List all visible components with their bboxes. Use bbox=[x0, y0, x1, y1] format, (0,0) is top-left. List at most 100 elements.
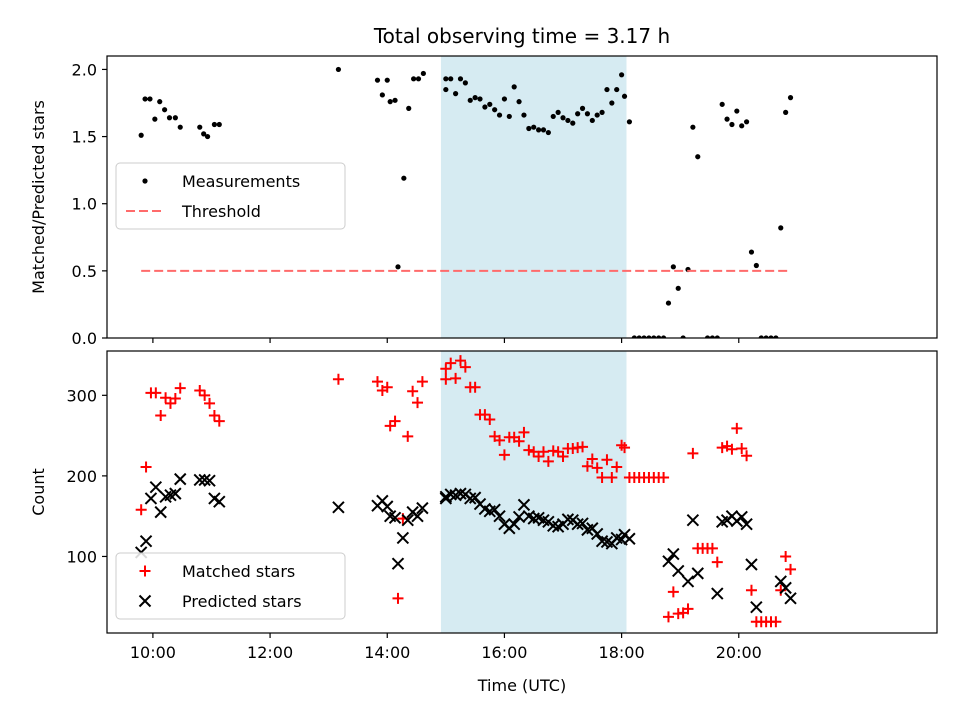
data-point bbox=[381, 500, 394, 513]
data-point bbox=[729, 121, 735, 128]
data-point bbox=[492, 107, 498, 113]
data-point bbox=[774, 575, 787, 588]
y-axis-label: Matched/Predicted stars bbox=[29, 100, 48, 294]
data-point bbox=[724, 116, 730, 122]
y-tick-label: 300 bbox=[66, 386, 97, 405]
data-point bbox=[388, 511, 402, 524]
data-point bbox=[716, 442, 728, 454]
data-point bbox=[621, 93, 628, 99]
data-point bbox=[472, 95, 478, 101]
data-point bbox=[203, 474, 216, 487]
data-point bbox=[411, 76, 417, 82]
data-point bbox=[606, 471, 618, 483]
data-point bbox=[406, 105, 412, 111]
data-point bbox=[619, 442, 631, 454]
data-point bbox=[392, 97, 398, 103]
data-point bbox=[565, 117, 571, 124]
data-point bbox=[681, 575, 695, 588]
data-point bbox=[204, 397, 216, 409]
data-point bbox=[726, 443, 738, 455]
data-point bbox=[686, 513, 700, 527]
data-point bbox=[389, 415, 401, 427]
data-point bbox=[586, 453, 598, 465]
data-point bbox=[487, 101, 493, 107]
data-point bbox=[523, 444, 535, 456]
data-point bbox=[157, 99, 163, 105]
data-point bbox=[384, 420, 396, 432]
data-point bbox=[144, 492, 158, 505]
data-point bbox=[216, 121, 222, 128]
data-point bbox=[139, 534, 153, 548]
y-tick-label: 1.5 bbox=[72, 128, 97, 147]
data-point bbox=[411, 509, 424, 523]
data-point bbox=[199, 389, 211, 401]
data-point bbox=[401, 175, 407, 181]
data-point bbox=[412, 397, 424, 409]
data-point bbox=[198, 473, 211, 487]
data-point bbox=[711, 587, 724, 600]
x-tick-label: 12:00 bbox=[247, 643, 293, 662]
data-point bbox=[513, 435, 525, 447]
data-point bbox=[440, 363, 452, 375]
data-point bbox=[589, 117, 595, 124]
data-point bbox=[687, 447, 699, 459]
data-point bbox=[395, 264, 401, 270]
data-point bbox=[488, 503, 501, 516]
data-point bbox=[164, 397, 176, 409]
data-point bbox=[494, 434, 506, 446]
data-point bbox=[469, 381, 481, 393]
y-tick-label: 0.5 bbox=[72, 262, 97, 281]
data-point bbox=[651, 335, 657, 338]
data-point bbox=[493, 509, 506, 523]
data-point bbox=[477, 96, 483, 102]
data-point bbox=[646, 335, 652, 338]
data-point bbox=[682, 603, 694, 615]
data-point bbox=[415, 76, 422, 82]
data-point bbox=[547, 519, 560, 533]
data-point bbox=[443, 76, 449, 82]
data-point bbox=[152, 116, 158, 122]
data-point bbox=[763, 335, 769, 338]
series-predicted-stars bbox=[134, 472, 797, 614]
data-point bbox=[140, 461, 152, 473]
data-point bbox=[416, 501, 429, 515]
data-point bbox=[571, 518, 584, 531]
data-point bbox=[745, 584, 757, 596]
x-tick-label: 16:00 bbox=[481, 643, 527, 662]
data-point bbox=[604, 86, 610, 93]
data-point bbox=[392, 592, 404, 604]
data-point bbox=[658, 471, 670, 483]
data-point bbox=[511, 84, 517, 90]
data-point bbox=[784, 592, 797, 605]
data-point bbox=[667, 547, 680, 561]
data-point bbox=[507, 518, 521, 531]
data-point bbox=[391, 557, 405, 570]
data-point bbox=[596, 471, 608, 483]
legend-box bbox=[115, 162, 346, 230]
data-point bbox=[527, 512, 540, 525]
data-point bbox=[149, 480, 163, 494]
data-point bbox=[169, 487, 182, 500]
y-axis-label: Count bbox=[29, 468, 48, 516]
data-point bbox=[735, 510, 748, 524]
data-point bbox=[626, 119, 633, 125]
y-tick-label: 1.0 bbox=[72, 195, 97, 214]
data-point bbox=[545, 129, 551, 136]
data-point bbox=[550, 113, 556, 120]
data-point bbox=[787, 95, 794, 101]
data-point bbox=[160, 392, 172, 404]
data-point bbox=[576, 517, 589, 530]
data-point bbox=[464, 492, 477, 505]
y-tick-label: 2.0 bbox=[72, 60, 97, 79]
data-point bbox=[667, 586, 679, 598]
data-point bbox=[518, 426, 530, 438]
data-point bbox=[335, 66, 342, 73]
data-point bbox=[533, 451, 545, 463]
data-point bbox=[402, 430, 414, 442]
data-point bbox=[575, 111, 581, 117]
data-point bbox=[443, 86, 449, 93]
x-tick-label: 10:00 bbox=[130, 643, 176, 662]
data-point bbox=[601, 454, 613, 466]
data-point bbox=[213, 415, 225, 427]
panel-2: 10:00 12:00 14:00 16:00 18:00 20:00 100 200 300 C… bbox=[29, 350, 938, 695]
